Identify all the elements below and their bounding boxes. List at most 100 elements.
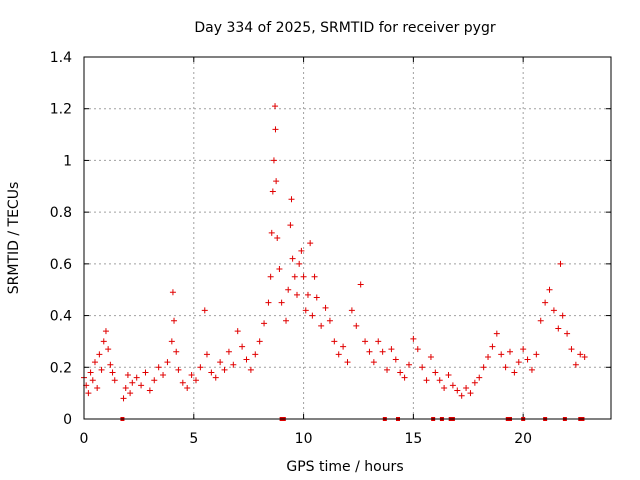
data-point (397, 369, 404, 376)
data-point (564, 330, 571, 337)
data-point (192, 377, 199, 384)
y-tick-label: 1.4 (50, 50, 72, 66)
data-point (454, 387, 461, 394)
data-points (81, 103, 588, 402)
data-point (300, 273, 307, 280)
data-point (272, 103, 279, 110)
data-point (208, 369, 215, 376)
data-point (362, 338, 369, 345)
data-point (169, 289, 176, 296)
data-point (375, 338, 382, 345)
data-point (546, 286, 553, 293)
y-tick-label: 0.8 (50, 205, 72, 221)
tick-labels: 0 5 10 15 20 0 0.2 0.4 0.6 0.8 1 1.2 1.4 (50, 50, 532, 447)
y-axis-label: SRMTID / TECUs (6, 182, 22, 295)
data-point (184, 384, 191, 391)
data-point (287, 222, 294, 229)
data-point (340, 343, 347, 350)
data-point (392, 356, 399, 363)
data-point (289, 255, 296, 262)
data-point (581, 353, 588, 360)
data-point (129, 379, 136, 386)
data-point (326, 317, 333, 324)
x-tick-label: 20 (514, 431, 532, 447)
data-point (146, 387, 153, 394)
data-point (111, 377, 118, 384)
data-point (302, 307, 309, 314)
data-point (476, 374, 483, 381)
data-point (379, 348, 386, 355)
x-tick-label: 5 (189, 431, 198, 447)
data-point (201, 307, 208, 314)
data-point (274, 235, 281, 241)
chart-title: Day 334 of 2025, SRMTID for receiver pyg… (194, 20, 495, 36)
data-point (520, 346, 527, 353)
data-point (288, 196, 295, 203)
data-point (344, 359, 351, 366)
data-point (419, 364, 426, 371)
data-point (105, 346, 112, 353)
data-point (515, 359, 522, 366)
data-point (221, 366, 228, 373)
data-point (559, 312, 566, 319)
data-point (485, 353, 492, 360)
data-point (335, 351, 342, 358)
data-point (427, 353, 434, 360)
data-point (230, 361, 237, 368)
data-point (471, 379, 478, 386)
data-point (307, 240, 314, 247)
data-point (268, 229, 275, 236)
data-point (348, 307, 355, 314)
data-point (524, 356, 531, 363)
data-point (107, 361, 114, 368)
data-point (102, 328, 109, 335)
data-point (542, 299, 549, 306)
data-point (87, 369, 94, 376)
data-point (243, 356, 250, 363)
data-point (410, 335, 417, 342)
data-point (318, 322, 325, 329)
data-point (449, 382, 456, 389)
y-tick-label: 1.2 (50, 102, 72, 118)
data-point (256, 338, 263, 345)
data-point (239, 343, 246, 350)
x-tick-label: 10 (295, 431, 313, 447)
data-point (463, 384, 470, 391)
data-point (502, 364, 509, 371)
data-point (261, 320, 268, 327)
data-point (155, 364, 162, 371)
data-point (142, 369, 149, 376)
data-point (270, 157, 277, 164)
data-point (577, 351, 584, 358)
data-point (173, 348, 180, 355)
data-point (309, 312, 316, 319)
data-point (568, 346, 575, 353)
data-point (120, 395, 127, 402)
data-point (85, 390, 92, 397)
data-point (273, 178, 280, 185)
data-point (109, 369, 116, 376)
data-point (414, 346, 421, 353)
data-point (293, 291, 300, 298)
y-tick-label: 0.2 (50, 360, 72, 376)
data-point (278, 299, 285, 306)
data-point (133, 374, 140, 381)
data-point (331, 338, 338, 345)
data-point (506, 348, 513, 355)
data-point (151, 377, 158, 384)
data-point (179, 379, 186, 386)
data-point (401, 374, 408, 381)
data-point (528, 366, 535, 373)
x-tick-label: 0 (80, 431, 89, 447)
data-point (296, 260, 303, 267)
data-point (138, 382, 145, 389)
y-tick-label: 0 (63, 412, 72, 428)
x-axis-label: GPS time / hours (286, 459, 403, 475)
data-point (217, 359, 224, 366)
data-point (370, 359, 377, 366)
data-point (366, 348, 373, 355)
data-point (91, 359, 98, 366)
data-point (164, 359, 171, 366)
data-point (533, 351, 540, 358)
data-point (197, 364, 204, 371)
